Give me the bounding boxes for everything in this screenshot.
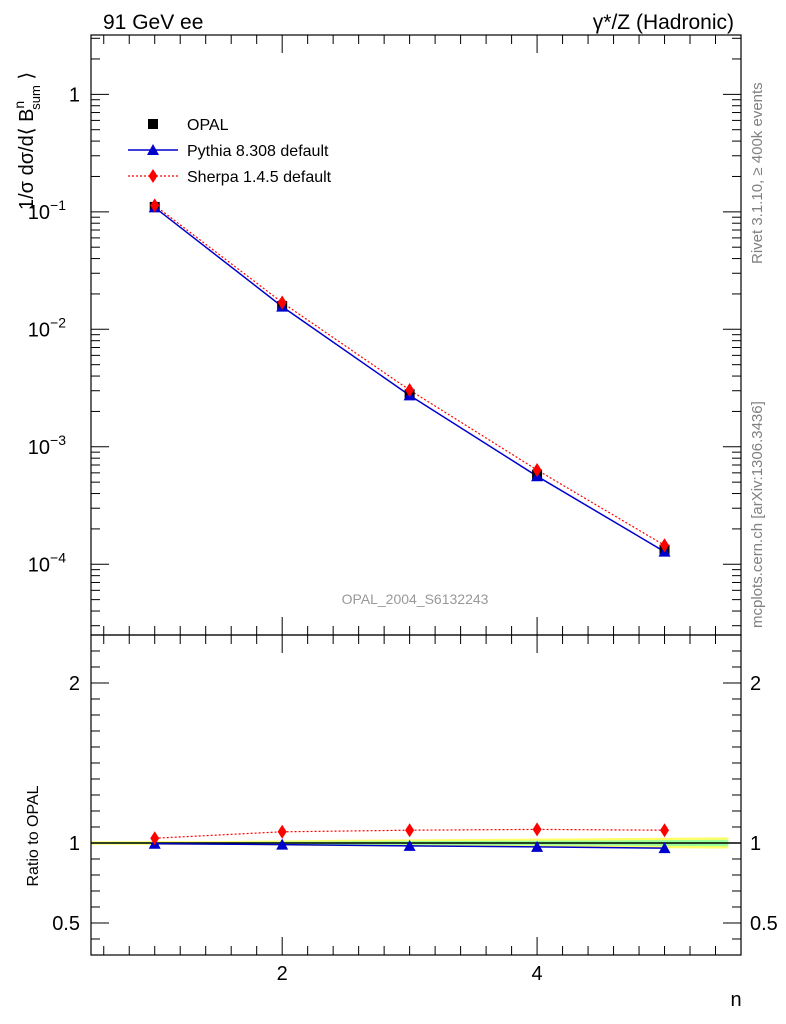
sherpa-ratio-point [532, 822, 542, 837]
sherpa-main-point [660, 538, 670, 553]
main-ytick-label: 10−4 [28, 549, 66, 576]
pythia-ratio-point [276, 838, 289, 850]
legend-pythia-label: Pythia 8.308 default [187, 143, 329, 160]
ratio-xtick-label: 2 [277, 963, 288, 985]
legend-pythia-marker [147, 144, 159, 155]
ratio-frame [90, 634, 742, 956]
ratio-xtick-label: 4 [532, 963, 543, 985]
legend: OPAL Pythia 8.308 default Sherpa 1.4.5 def… [128, 117, 332, 186]
ratio-ytick-label: 2 [69, 673, 80, 695]
main-ytick-label: 10−2 [28, 314, 66, 341]
x-axis-label: n [730, 989, 741, 1011]
pythia-ratio-point [658, 842, 671, 854]
ratio-ytick-label-right: 1 [750, 833, 761, 855]
main-ylabel: 1/σ dσ/d⟨ Bnsum ⟩ [11, 72, 43, 210]
legend-opal-label: OPAL [187, 117, 229, 134]
left-title: 91 GeV ee [103, 11, 203, 34]
pythia-ratio-point [403, 839, 416, 851]
ratio-ytick-label-right: 0.5 [750, 913, 778, 935]
sherpa-main-point [150, 198, 160, 213]
main-ytick-label: 1 [69, 84, 80, 106]
analysis-watermark: OPAL_2004_S6132243 [342, 591, 489, 607]
main-panel: 110−110−210−310−4 [28, 34, 742, 636]
sherpa-ratio-point [405, 823, 415, 838]
sherpa-ratio-point [277, 824, 287, 839]
ratio-ytick-label: 1 [69, 833, 80, 855]
sherpa-main-point [277, 295, 287, 310]
ratio-panel: 0.5 0.5 1 1 2 2 2 4 [52, 634, 778, 985]
ratio-ytick-label: 0.5 [52, 913, 80, 935]
mcplots-label: mcplots.cern.ch [arXiv:1306.3436] [749, 401, 766, 628]
sherpa-ratio-point [150, 831, 160, 846]
sherpa-main-point [405, 383, 415, 398]
legend-opal-marker [148, 119, 158, 129]
right-title: γ*/Z (Hadronic) [593, 11, 734, 34]
main-ytick-exponent: −3 [50, 432, 66, 448]
legend-sherpa-label: Sherpa 1.4.5 default [187, 169, 332, 186]
main-ytick-exponent: −2 [50, 314, 66, 330]
main-ylabel-text: 1/σ dσ/d⟨ Bnsum ⟩ [11, 72, 43, 210]
sherpa-ratio-line [154, 828, 665, 839]
sherpa-main-line [154, 204, 665, 546]
main-ytick-label: 10−3 [28, 432, 66, 459]
ratio-ylabel: Ratio to OPAL [25, 785, 42, 886]
main-ytick-exponent: −1 [50, 197, 66, 213]
sherpa-ratio-point [660, 823, 670, 838]
sherpa-main-point [532, 462, 542, 477]
legend-sherpa-marker [148, 169, 158, 183]
main-ytick-exponent: −4 [50, 549, 66, 565]
rivet-label: Rivet 3.1.10, ≥ 400k events [749, 82, 766, 264]
pythia-ratio-point [531, 840, 544, 852]
ratio-ytick-label-right: 2 [750, 673, 761, 695]
